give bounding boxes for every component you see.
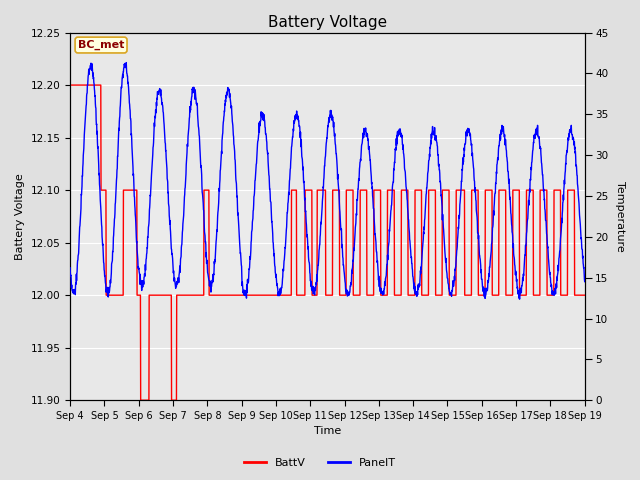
X-axis label: Time: Time bbox=[314, 426, 341, 436]
Y-axis label: Temperature: Temperature bbox=[615, 181, 625, 252]
Text: BC_met: BC_met bbox=[78, 40, 124, 50]
Legend: BattV, PanelT: BattV, PanelT bbox=[239, 453, 401, 472]
Title: Battery Voltage: Battery Voltage bbox=[268, 15, 387, 30]
Y-axis label: Battery Voltage: Battery Voltage bbox=[15, 173, 25, 260]
Bar bbox=[70, 190, 585, 295]
